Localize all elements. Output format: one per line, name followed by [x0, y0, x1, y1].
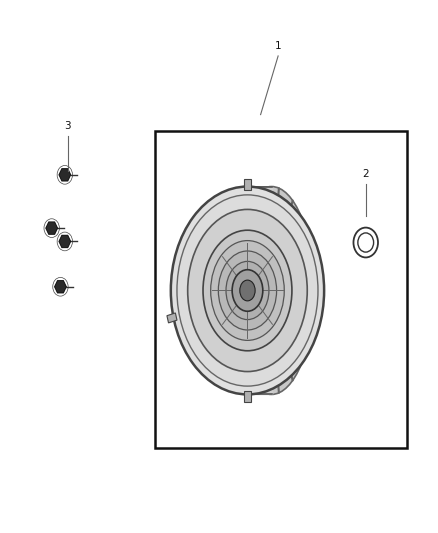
Ellipse shape — [236, 202, 307, 379]
Ellipse shape — [177, 195, 318, 386]
Polygon shape — [247, 187, 272, 394]
Bar — [167, 313, 177, 323]
Ellipse shape — [232, 270, 263, 311]
Circle shape — [358, 233, 374, 252]
Ellipse shape — [218, 251, 277, 330]
Ellipse shape — [226, 261, 269, 320]
Ellipse shape — [203, 230, 292, 351]
Polygon shape — [59, 236, 71, 247]
Polygon shape — [46, 222, 57, 234]
Text: 1: 1 — [275, 41, 282, 51]
Ellipse shape — [230, 187, 314, 394]
Polygon shape — [55, 281, 66, 293]
Circle shape — [353, 228, 378, 257]
Polygon shape — [59, 169, 71, 181]
Bar — [244, 179, 251, 190]
Ellipse shape — [187, 209, 307, 372]
Ellipse shape — [240, 280, 255, 301]
Text: 2: 2 — [362, 168, 369, 179]
Bar — [155, 131, 407, 448]
Ellipse shape — [171, 187, 324, 394]
Ellipse shape — [211, 240, 284, 341]
Bar — [244, 391, 251, 402]
Text: 3: 3 — [64, 120, 71, 131]
